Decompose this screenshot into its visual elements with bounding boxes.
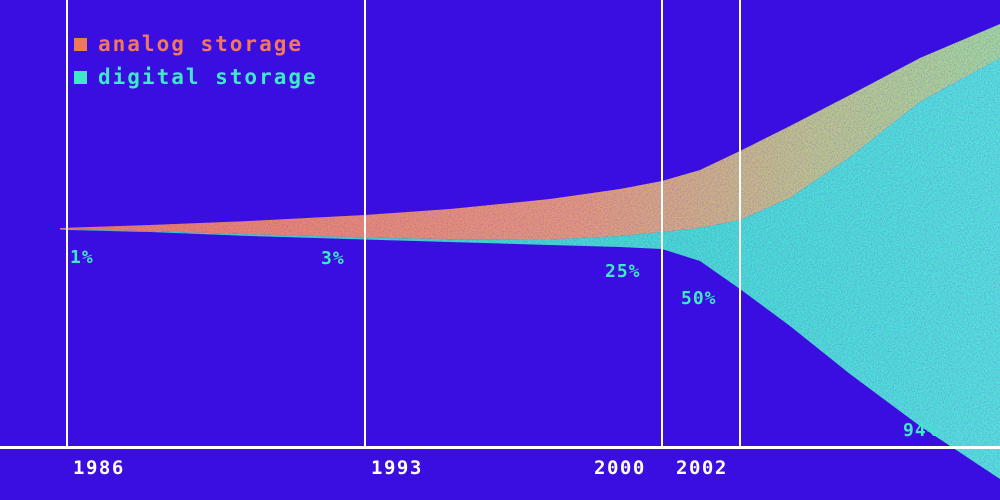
gridline-2002 <box>739 0 741 447</box>
analog-swatch-icon <box>74 37 87 51</box>
percent-label-2007: 94% <box>903 420 939 441</box>
x-axis-line <box>0 446 1000 449</box>
legend-item-analog: analog storage <box>74 32 318 56</box>
year-label-1986: 1986 <box>73 457 125 479</box>
gridline-1986 <box>66 0 68 447</box>
digital-swatch-icon <box>74 70 87 84</box>
percent-label-1993: 3% <box>321 248 345 269</box>
year-label-2002: 2002 <box>676 457 728 479</box>
gridline-2000 <box>661 0 663 447</box>
gridline-1993 <box>364 0 366 447</box>
year-label-2000: 2000 <box>594 457 646 479</box>
legend-label-digital: digital storage <box>98 65 318 89</box>
dither-overlay <box>60 24 1000 479</box>
legend-item-digital: digital storage <box>74 65 318 89</box>
legend-label-analog: analog storage <box>98 32 304 56</box>
year-label-1993: 1993 <box>371 457 423 479</box>
percent-label-2002: 50% <box>681 288 717 309</box>
percent-label-1986: 1% <box>70 247 94 268</box>
percent-label-2000: 25% <box>605 261 641 282</box>
legend: analog storage digital storage <box>74 32 318 98</box>
